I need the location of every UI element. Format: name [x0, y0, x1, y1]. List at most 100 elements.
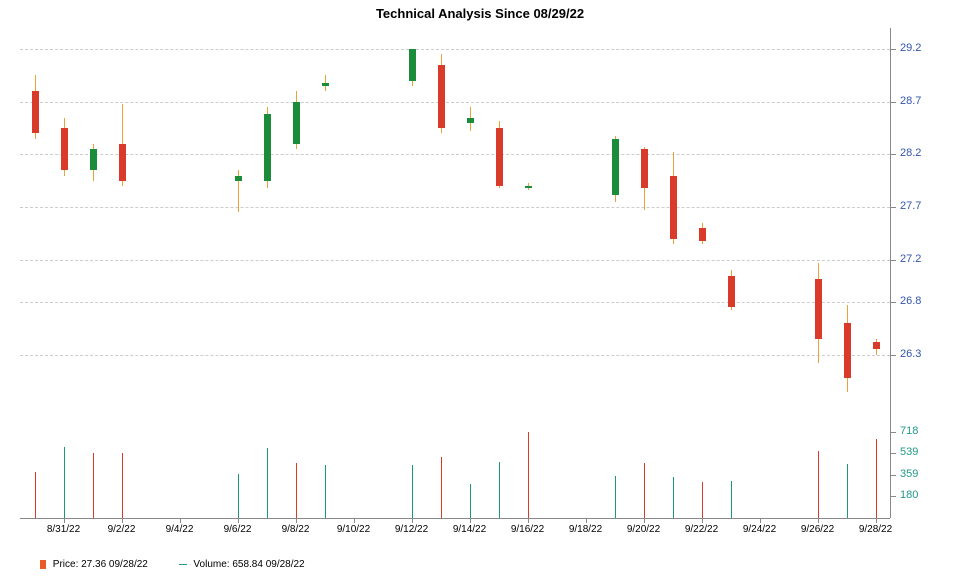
volume-bar [847, 464, 848, 518]
candle-body [873, 342, 880, 349]
x-tick [644, 518, 645, 523]
volume-bar [325, 465, 326, 518]
volume-bar [876, 439, 877, 518]
volume-bar [470, 484, 471, 518]
x-tick [64, 518, 65, 523]
x-axis-label: 9/2/22 [108, 524, 136, 535]
volume-bar [238, 474, 239, 518]
x-axis-label: 9/26/22 [801, 524, 834, 535]
volume-bar [499, 462, 500, 518]
gridline [20, 355, 890, 356]
x-tick [412, 518, 413, 523]
x-axis-label: 9/10/22 [337, 524, 370, 535]
candle-body [844, 323, 851, 378]
candle-body [409, 49, 416, 81]
candle-body [496, 128, 503, 186]
legend-volume-label: Volume: 658.84 09/28/22 [193, 559, 304, 570]
x-axis-label: 9/22/22 [685, 524, 718, 535]
x-axis-label: 9/6/22 [224, 524, 252, 535]
candle-body [670, 176, 677, 239]
candle-body [293, 102, 300, 144]
volume-bar [296, 463, 297, 518]
chart-title: Technical Analysis Since 08/29/22 [0, 6, 960, 21]
candle-body [61, 128, 68, 170]
x-tick [876, 518, 877, 523]
volume-bar [267, 448, 268, 518]
y-axis-price-label: 27.7 [900, 200, 921, 212]
candle-body [728, 276, 735, 308]
y-axis-price-label: 26.3 [900, 348, 921, 360]
legend: Price: 27.36 09/28/22 Volume: 658.84 09/… [40, 559, 333, 570]
x-tick [760, 518, 761, 523]
candle-body [90, 149, 97, 170]
volume-bar [731, 481, 732, 518]
volume-bar [412, 465, 413, 518]
x-axis-label: 9/18/22 [569, 524, 602, 535]
y-axis-price-label: 28.2 [900, 147, 921, 159]
x-tick [238, 518, 239, 523]
x-tick [818, 518, 819, 523]
gridline [20, 207, 890, 208]
x-axis-label: 9/8/22 [282, 524, 310, 535]
x-tick [122, 518, 123, 523]
candle-body [612, 139, 619, 195]
gridline [20, 260, 890, 261]
volume-bar [673, 477, 674, 518]
x-tick [702, 518, 703, 523]
gridline [20, 49, 890, 50]
candle-body [815, 279, 822, 339]
x-axis-label: 9/14/22 [453, 524, 486, 535]
candle-body [322, 83, 329, 86]
legend-price: Price: 27.36 09/28/22 [40, 559, 148, 570]
candle-body [525, 186, 532, 188]
y-axis-line [890, 28, 891, 518]
gridline [20, 302, 890, 303]
volume-bar [441, 457, 442, 518]
volume-bar [35, 472, 36, 518]
candle-body [235, 176, 242, 181]
y-axis-price-label: 29.2 [900, 42, 921, 54]
x-tick [180, 518, 181, 523]
y-axis-volume-label: 180 [900, 489, 918, 501]
x-tick [470, 518, 471, 523]
legend-volume: Volume: 658.84 09/28/22 [179, 559, 305, 570]
volume-bar [818, 451, 819, 518]
plot-area: 26.326.827.227.728.228.729.2180359539718… [20, 28, 890, 528]
candle-body [438, 65, 445, 128]
volume-bar [702, 482, 703, 518]
y-axis-volume-label: 718 [900, 425, 918, 437]
gridline [20, 154, 890, 155]
x-axis-label: 9/16/22 [511, 524, 544, 535]
y-axis-price-label: 27.2 [900, 253, 921, 265]
volume-marker-icon [179, 564, 187, 565]
volume-bar [644, 463, 645, 518]
y-axis-volume-label: 359 [900, 468, 918, 480]
x-axis-label: 8/31/22 [47, 524, 80, 535]
x-tick [528, 518, 529, 523]
x-axis-label: 9/4/22 [166, 524, 194, 535]
volume-bar [122, 453, 123, 518]
chart-container: Technical Analysis Since 08/29/22 26.326… [0, 0, 960, 576]
x-tick [354, 518, 355, 523]
y-axis-price-label: 26.8 [900, 295, 921, 307]
x-axis-label: 9/28/22 [859, 524, 892, 535]
gridline [20, 102, 890, 103]
x-axis-label: 9/24/22 [743, 524, 776, 535]
x-axis-label: 9/12/22 [395, 524, 428, 535]
candle-body [641, 149, 648, 188]
x-axis-label: 9/20/22 [627, 524, 660, 535]
volume-bar [64, 447, 65, 518]
candle-body [32, 91, 39, 133]
volume-bar [615, 476, 616, 518]
y-axis-price-label: 28.7 [900, 95, 921, 107]
volume-bar [528, 432, 529, 518]
price-marker-icon [40, 560, 46, 569]
x-tick [296, 518, 297, 523]
candle-body [119, 144, 126, 181]
candle-body [699, 228, 706, 241]
y-axis-volume-label: 539 [900, 446, 918, 458]
candle-body [264, 114, 271, 180]
x-tick [586, 518, 587, 523]
legend-price-label: Price: 27.36 09/28/22 [53, 559, 148, 570]
volume-bar [93, 453, 94, 518]
